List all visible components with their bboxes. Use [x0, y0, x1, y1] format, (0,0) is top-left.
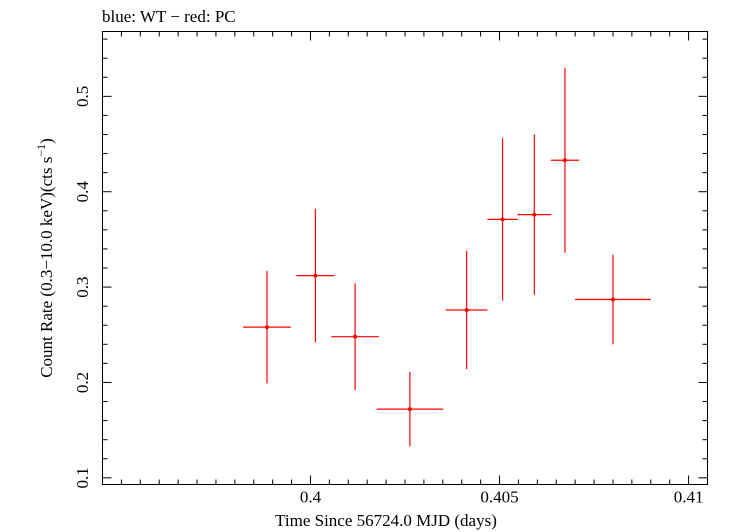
- data-point: [487, 138, 518, 301]
- data-marker: [407, 407, 412, 412]
- data-marker: [532, 212, 537, 217]
- data-point: [243, 270, 291, 384]
- y-axis-label-superscript: −1: [34, 144, 48, 157]
- x-tick-label: 0.405: [480, 488, 518, 507]
- x-tick-label: 0.41: [674, 488, 704, 507]
- x-tick-label: 0.4: [300, 488, 322, 507]
- y-tick-label: 0.4: [73, 181, 92, 203]
- y-tick-label: 0.5: [73, 86, 92, 107]
- data-marker: [562, 158, 567, 163]
- data-series: [243, 67, 651, 447]
- y-axis-label-end: ): [37, 138, 56, 144]
- data-point: [575, 254, 651, 345]
- data-marker: [264, 325, 269, 330]
- data-point: [445, 250, 488, 370]
- chart-title: blue: WT − red: PC: [102, 7, 236, 26]
- data-point: [517, 134, 552, 295]
- y-tick-label: 0.2: [73, 372, 92, 393]
- y-axis-label-main: Count Rate (0.3−10.0 keV)(cts s: [37, 157, 56, 378]
- y-axis-label: Count Rate (0.3−10.0 keV)(cts s−1): [34, 138, 56, 378]
- data-point: [550, 67, 579, 253]
- tick-labels: 0.4 0.405 0.41 0.1 0.2 0.3 0.4 0.5: [73, 86, 703, 507]
- data-marker: [313, 273, 318, 278]
- x-axis-label: Time Since 56724.0 MJD (days): [275, 511, 497, 530]
- data-point: [376, 371, 444, 447]
- data-point: [331, 283, 379, 391]
- y-tick-label: 0.3: [73, 276, 92, 297]
- data-marker: [464, 307, 469, 312]
- plot-frame: [102, 31, 708, 485]
- y-tick-label: 0.1: [73, 467, 92, 488]
- data-point: [296, 208, 335, 343]
- data-marker: [610, 297, 615, 302]
- data-marker: [353, 334, 358, 339]
- axis-ticks: [102, 31, 708, 485]
- data-marker: [500, 217, 505, 222]
